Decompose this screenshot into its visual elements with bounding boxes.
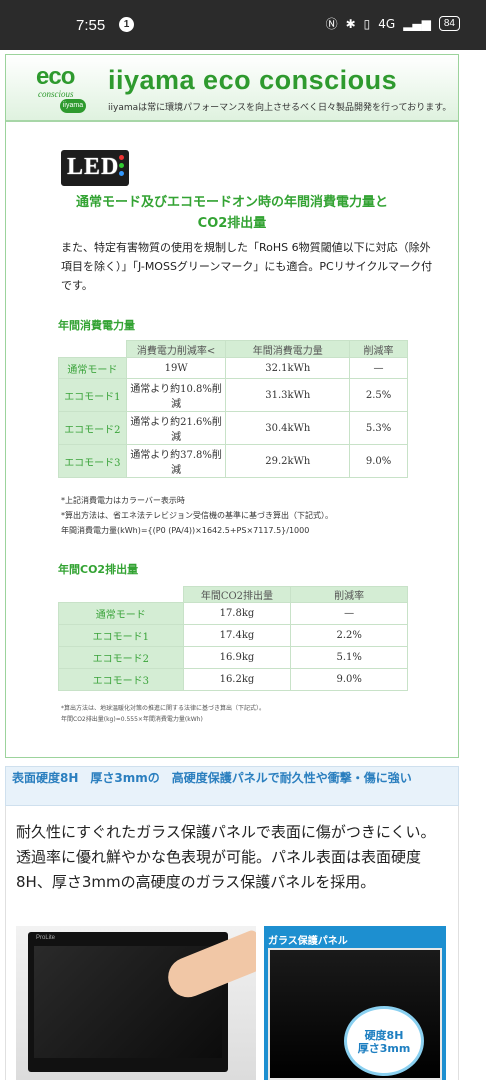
table-row: エコモード3 16.2kg 9.0% xyxy=(58,668,408,691)
eco-title: iiyama eco conscious xyxy=(108,65,398,95)
led-dot-icon xyxy=(119,155,124,160)
table-row: エコモード1 17.4kg 2.2% xyxy=(58,624,408,647)
power-heading: 年間消費電力量 xyxy=(58,319,135,332)
hardness-section-header: 表面硬度8H 厚さ3mmの 高硬度保護パネルで耐久性や衝撃・傷に強い xyxy=(5,766,459,806)
monitor-photo: ProLite xyxy=(16,926,256,1080)
status-icons: Ⓝ ✱ ▯ 4G ▂▄▆ 84 xyxy=(326,15,460,32)
hardness-title: 表面硬度8H 厚さ3mmの 高硬度保護パネルで耐久性や衝撃・傷に強い xyxy=(12,771,412,785)
table-row: エコモード2 通常より約21.6%削減 30.4kWh 5.3% xyxy=(58,411,408,445)
eco-logo: eco conscious iiyama xyxy=(36,63,98,119)
co2-heading: 年間CO2排出量 xyxy=(58,563,139,576)
vibrate-icon: ▯ xyxy=(363,16,371,31)
eco-header: eco conscious iiyama iiyama eco consciou… xyxy=(6,55,458,122)
battery-indicator: 84 xyxy=(438,16,460,31)
table-row: エコモード3 通常より約37.8%削減 29.2kWh 9.0% xyxy=(58,444,408,478)
power-formula: 年間消費電力量(kWh)={(P0 (PA/4))×1642.5+PS×7117… xyxy=(61,526,310,535)
intro-text: また、特定有害物質の使用を規制した「RoHS 6物質閾値以下に対応（除外項目を除… xyxy=(61,241,433,292)
led-badge: LED xyxy=(61,150,129,186)
power-note: *上記消費電力はカラーバー表示時 xyxy=(61,496,185,505)
hardness-description: 耐久性にすぐれたガラス保護パネルで表面に傷がつきにくい。透過率に優れ鮮やかな色表… xyxy=(16,823,436,891)
table-row: 通常モード 19W 32.1kWh — xyxy=(58,357,408,379)
table-row: 通常モード 17.8kg — xyxy=(58,602,408,625)
power-note: *算出方法は、省エネ法テレビジョン受信機の基準に基づき算出（下記式）。 xyxy=(61,511,333,520)
nfc-icon: Ⓝ xyxy=(325,17,338,31)
eco-subtitle: iiyamaは常に環境パフォーマンスを向上させるべく日々製品開発を行っております… xyxy=(108,103,452,113)
table-row: エコモード2 16.9kg 5.1% xyxy=(58,646,408,669)
hardness-section-body xyxy=(5,806,459,1080)
notification-badge: 1 xyxy=(119,17,134,32)
glass-panel-photo: ガラス保護パネル 硬度8H 厚さ3mm xyxy=(264,926,446,1080)
network-label: 4G xyxy=(378,16,396,31)
table-header-row: 年間CO2排出量 削減率 xyxy=(58,586,408,603)
signal-icon: ▂▄▆ xyxy=(403,16,431,31)
table-header-row: 消費電力削減率< 年間消費電力量 削減率 xyxy=(58,340,408,358)
table-row: エコモード1 通常より約10.8%削減 31.3kWh 2.5% xyxy=(58,378,408,412)
eco-section: eco conscious iiyama iiyama eco consciou… xyxy=(5,54,459,758)
bluetooth-icon: ✱ xyxy=(345,16,356,31)
clock: 7:55 xyxy=(76,17,106,34)
hardness-bubble: 硬度8H 厚さ3mm xyxy=(344,1006,424,1076)
power-table: 消費電力削減率< 年間消費電力量 削減率 通常モード 19W 32.1kWh —… xyxy=(58,340,408,478)
section-heading-line2: CO2排出量 xyxy=(197,216,267,231)
led-dot-icon xyxy=(119,163,124,168)
led-dot-icon xyxy=(119,171,124,176)
co2-note: *算出方法は、地球温暖化対策の推進に関する法律に基づき算出（下記式）。 xyxy=(61,705,266,712)
co2-table: 年間CO2排出量 削減率 通常モード 17.8kg — エコモード1 17.4k… xyxy=(58,586,408,691)
section-heading-line1: 通常モード及びエコモードオン時の年間消費電力量と xyxy=(75,195,388,210)
glass-panel-label: ガラス保護パネル xyxy=(268,936,348,947)
co2-formula: 年間CO2排出量(kg)=0.555×年間消費電力量(kWh) xyxy=(61,716,203,723)
status-bar: 7:55 1 Ⓝ ✱ ▯ 4G ▂▄▆ 84 xyxy=(0,0,486,50)
